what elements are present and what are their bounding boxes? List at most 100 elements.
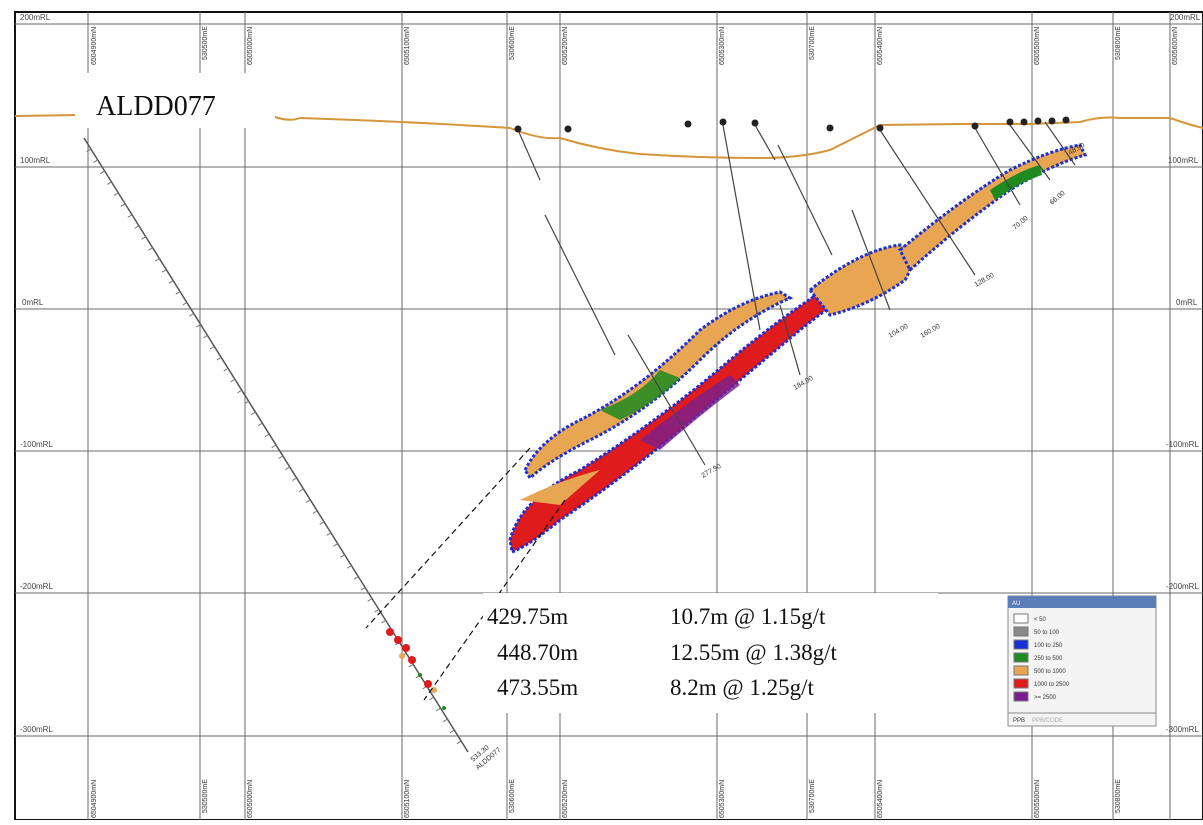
rl-label: -100mRL xyxy=(1166,440,1199,449)
drill-tick xyxy=(312,510,318,514)
drill-tick xyxy=(333,543,338,547)
drill-tick xyxy=(168,280,174,284)
intercept-depth: 429.75m xyxy=(487,604,568,629)
drill-tick xyxy=(449,729,455,734)
coord-label: 6505500mN xyxy=(1034,27,1041,65)
legend-label: 50 to 100 xyxy=(1034,630,1060,636)
upper-tail-zone xyxy=(898,143,1088,273)
drill-tick xyxy=(353,576,359,580)
drill-tick xyxy=(285,466,290,471)
assay-marker xyxy=(386,628,394,636)
assay-marker xyxy=(399,653,405,659)
coord-label: 6505200mN xyxy=(562,780,569,818)
drill-tick xyxy=(319,521,325,525)
legend-panel xyxy=(1007,595,1157,727)
coord-label: 6505000mN xyxy=(247,27,254,65)
easting-grid-lines xyxy=(87,12,1171,820)
drill-tick xyxy=(230,378,236,383)
coord-label: 6504900mN xyxy=(91,27,98,65)
intercept-grade: 10.7m @ 1.15g/t xyxy=(670,604,826,629)
rl-labels-left: 200mRL 100mRL 0mRL -100mRL -200mRL -300m… xyxy=(20,13,53,734)
collar-markers xyxy=(514,116,1070,133)
intercept-callout-text: 429.75m 448.70m 473.55m 10.7m @ 1.15g/t … xyxy=(487,604,837,700)
drill-tick xyxy=(436,707,441,712)
coord-label: 6505300mN xyxy=(719,27,726,65)
rl-label: -300mRL xyxy=(20,725,53,734)
assay-marker xyxy=(408,656,416,664)
drill-tick xyxy=(223,367,229,372)
drill-tick xyxy=(326,532,332,536)
drill-tick xyxy=(141,236,146,240)
drill-tick xyxy=(148,247,153,251)
legend-label: 100 to 250 xyxy=(1034,643,1063,649)
lower-lens-orange xyxy=(520,470,600,505)
drill-tick xyxy=(456,740,462,745)
drill-tick xyxy=(250,411,256,416)
legend-label: 500 to 1000 xyxy=(1034,669,1066,675)
legend-swatch xyxy=(1013,678,1029,689)
drill-tick xyxy=(305,499,311,503)
drill-tick xyxy=(367,598,373,602)
drill-tick xyxy=(298,488,304,492)
coord-label: 530600mE xyxy=(509,779,516,813)
coord-label: 530700mE xyxy=(809,26,816,60)
coord-label: 6505400mN xyxy=(877,780,884,818)
legend-swatch xyxy=(1013,639,1029,650)
coord-label: 530600mE xyxy=(509,26,516,60)
rl-label: 100mRL xyxy=(1168,156,1199,165)
drill-tick xyxy=(189,313,194,317)
drill-tick xyxy=(93,159,98,164)
drill-tick xyxy=(360,587,366,591)
rl-label: 200mRL xyxy=(20,13,51,22)
intercept-grade: 12.55m @ 1.38g/t xyxy=(670,640,837,665)
drill-tick xyxy=(346,565,352,569)
legend-title: AU xyxy=(1012,601,1020,607)
drill-tick xyxy=(429,696,434,701)
coord-label: 6505200mN xyxy=(562,27,569,65)
coord-label: 6505500mN xyxy=(1034,780,1041,818)
rl-label: 200mRL xyxy=(1170,13,1201,22)
legend-label: 1000 to 2500 xyxy=(1034,682,1070,688)
intercept-depth: 473.55m xyxy=(497,675,578,700)
drill-tick xyxy=(196,323,201,328)
other-drill-holes xyxy=(517,121,1076,466)
drill-tick xyxy=(292,477,297,481)
drill-tick xyxy=(134,225,140,229)
legend-swatch xyxy=(1013,626,1029,637)
rl-label: -100mRL xyxy=(20,440,53,449)
rl-label: -300mRL xyxy=(1166,725,1199,734)
drill-tick xyxy=(113,192,119,196)
coord-label: 530800mE xyxy=(1115,26,1122,60)
drill-tick xyxy=(237,389,242,394)
legend-swatch xyxy=(1013,613,1029,624)
legend-label: < 50 xyxy=(1034,617,1047,623)
drill-tick xyxy=(175,291,181,295)
coord-labels-top: 6504900mN 530500mE 6505000mN 6505100mN 5… xyxy=(91,26,1179,65)
coord-label: 6505100mN xyxy=(404,27,411,65)
drill-tick xyxy=(271,444,277,449)
hole-title: ALDD077 xyxy=(96,91,216,122)
drill-tick xyxy=(154,258,160,262)
legend-footer-value: PPB/CODE xyxy=(1032,718,1063,724)
drill-tick xyxy=(182,302,188,306)
coord-label: 6504900mN xyxy=(91,780,98,818)
topography-line xyxy=(14,112,1203,160)
drill-tick xyxy=(408,663,414,668)
legend-swatch xyxy=(1013,652,1029,663)
drill-tick xyxy=(244,400,249,405)
drill-tick xyxy=(278,455,284,460)
rl-labels-right: 200mRL 100mRL 0mRL -100mRL -200mRL -300m… xyxy=(1166,13,1201,734)
coord-label: 6505600mN xyxy=(1172,27,1179,65)
coord-label: 530500mE xyxy=(202,779,209,813)
legend-label: >= 2500 xyxy=(1034,695,1057,701)
intercept-callout xyxy=(483,593,938,713)
rl-label: -200mRL xyxy=(1166,582,1199,591)
drill-tick xyxy=(340,554,345,558)
intercept-grade: 8.2m @ 1.25g/t xyxy=(670,675,814,700)
drill-tick xyxy=(202,334,208,339)
drill-tick xyxy=(264,433,270,438)
legend-swatch xyxy=(1013,691,1029,702)
drill-tick xyxy=(216,356,222,361)
drill-tick xyxy=(120,203,126,207)
